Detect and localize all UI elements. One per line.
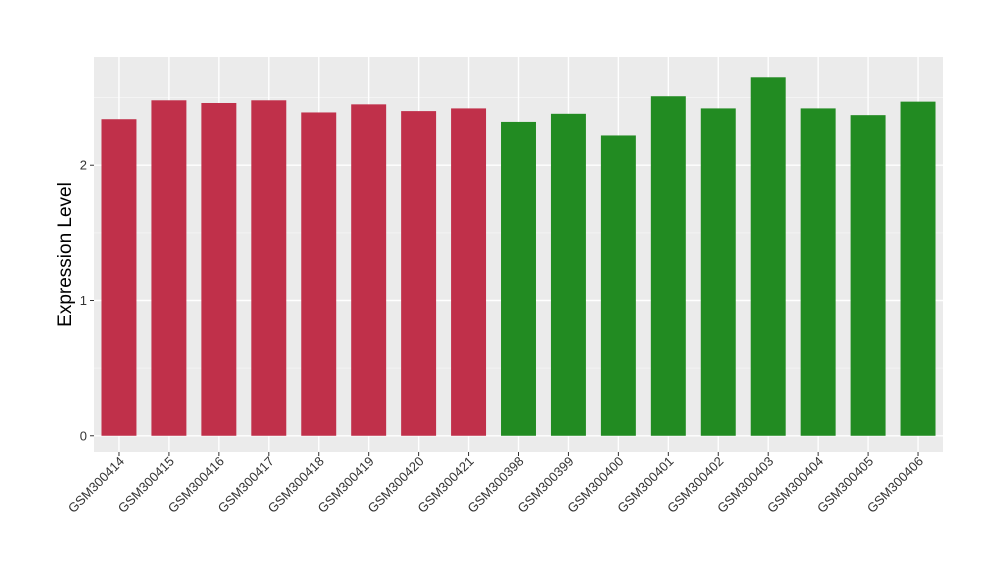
bar-GSM300403 — [750, 77, 786, 436]
bar-GSM300414 — [101, 119, 137, 436]
bar-GSM300418 — [301, 112, 337, 436]
bar-GSM300401 — [650, 96, 686, 436]
y-tick-label: 0 — [80, 428, 87, 443]
bar-GSM300398 — [501, 121, 536, 436]
y-axis: 0 1 2 — [80, 158, 94, 443]
bar-GSM300406 — [900, 101, 936, 436]
bar-GSM300402 — [700, 108, 736, 436]
y-axis-title: Expression Level — [55, 182, 76, 327]
bar-GSM300419 — [351, 104, 387, 436]
bar-GSM300417 — [251, 100, 287, 436]
bar-GSM300420 — [401, 111, 437, 436]
y-tick-label: 1 — [80, 293, 87, 308]
bar-GSM300415 — [151, 100, 187, 436]
bar-GSM300404 — [800, 108, 836, 436]
y-tick-label: 2 — [80, 158, 87, 173]
bars — [101, 77, 936, 436]
x-axis: GSM300414GSM300415GSM300416GSM300417GSM3… — [65, 452, 926, 516]
bar-GSM300416 — [201, 102, 237, 436]
bar-GSM300400 — [600, 135, 636, 436]
bar-GSM300399 — [550, 113, 586, 436]
bar-GSM300421 — [451, 108, 487, 436]
bar-GSM300405 — [850, 115, 886, 436]
